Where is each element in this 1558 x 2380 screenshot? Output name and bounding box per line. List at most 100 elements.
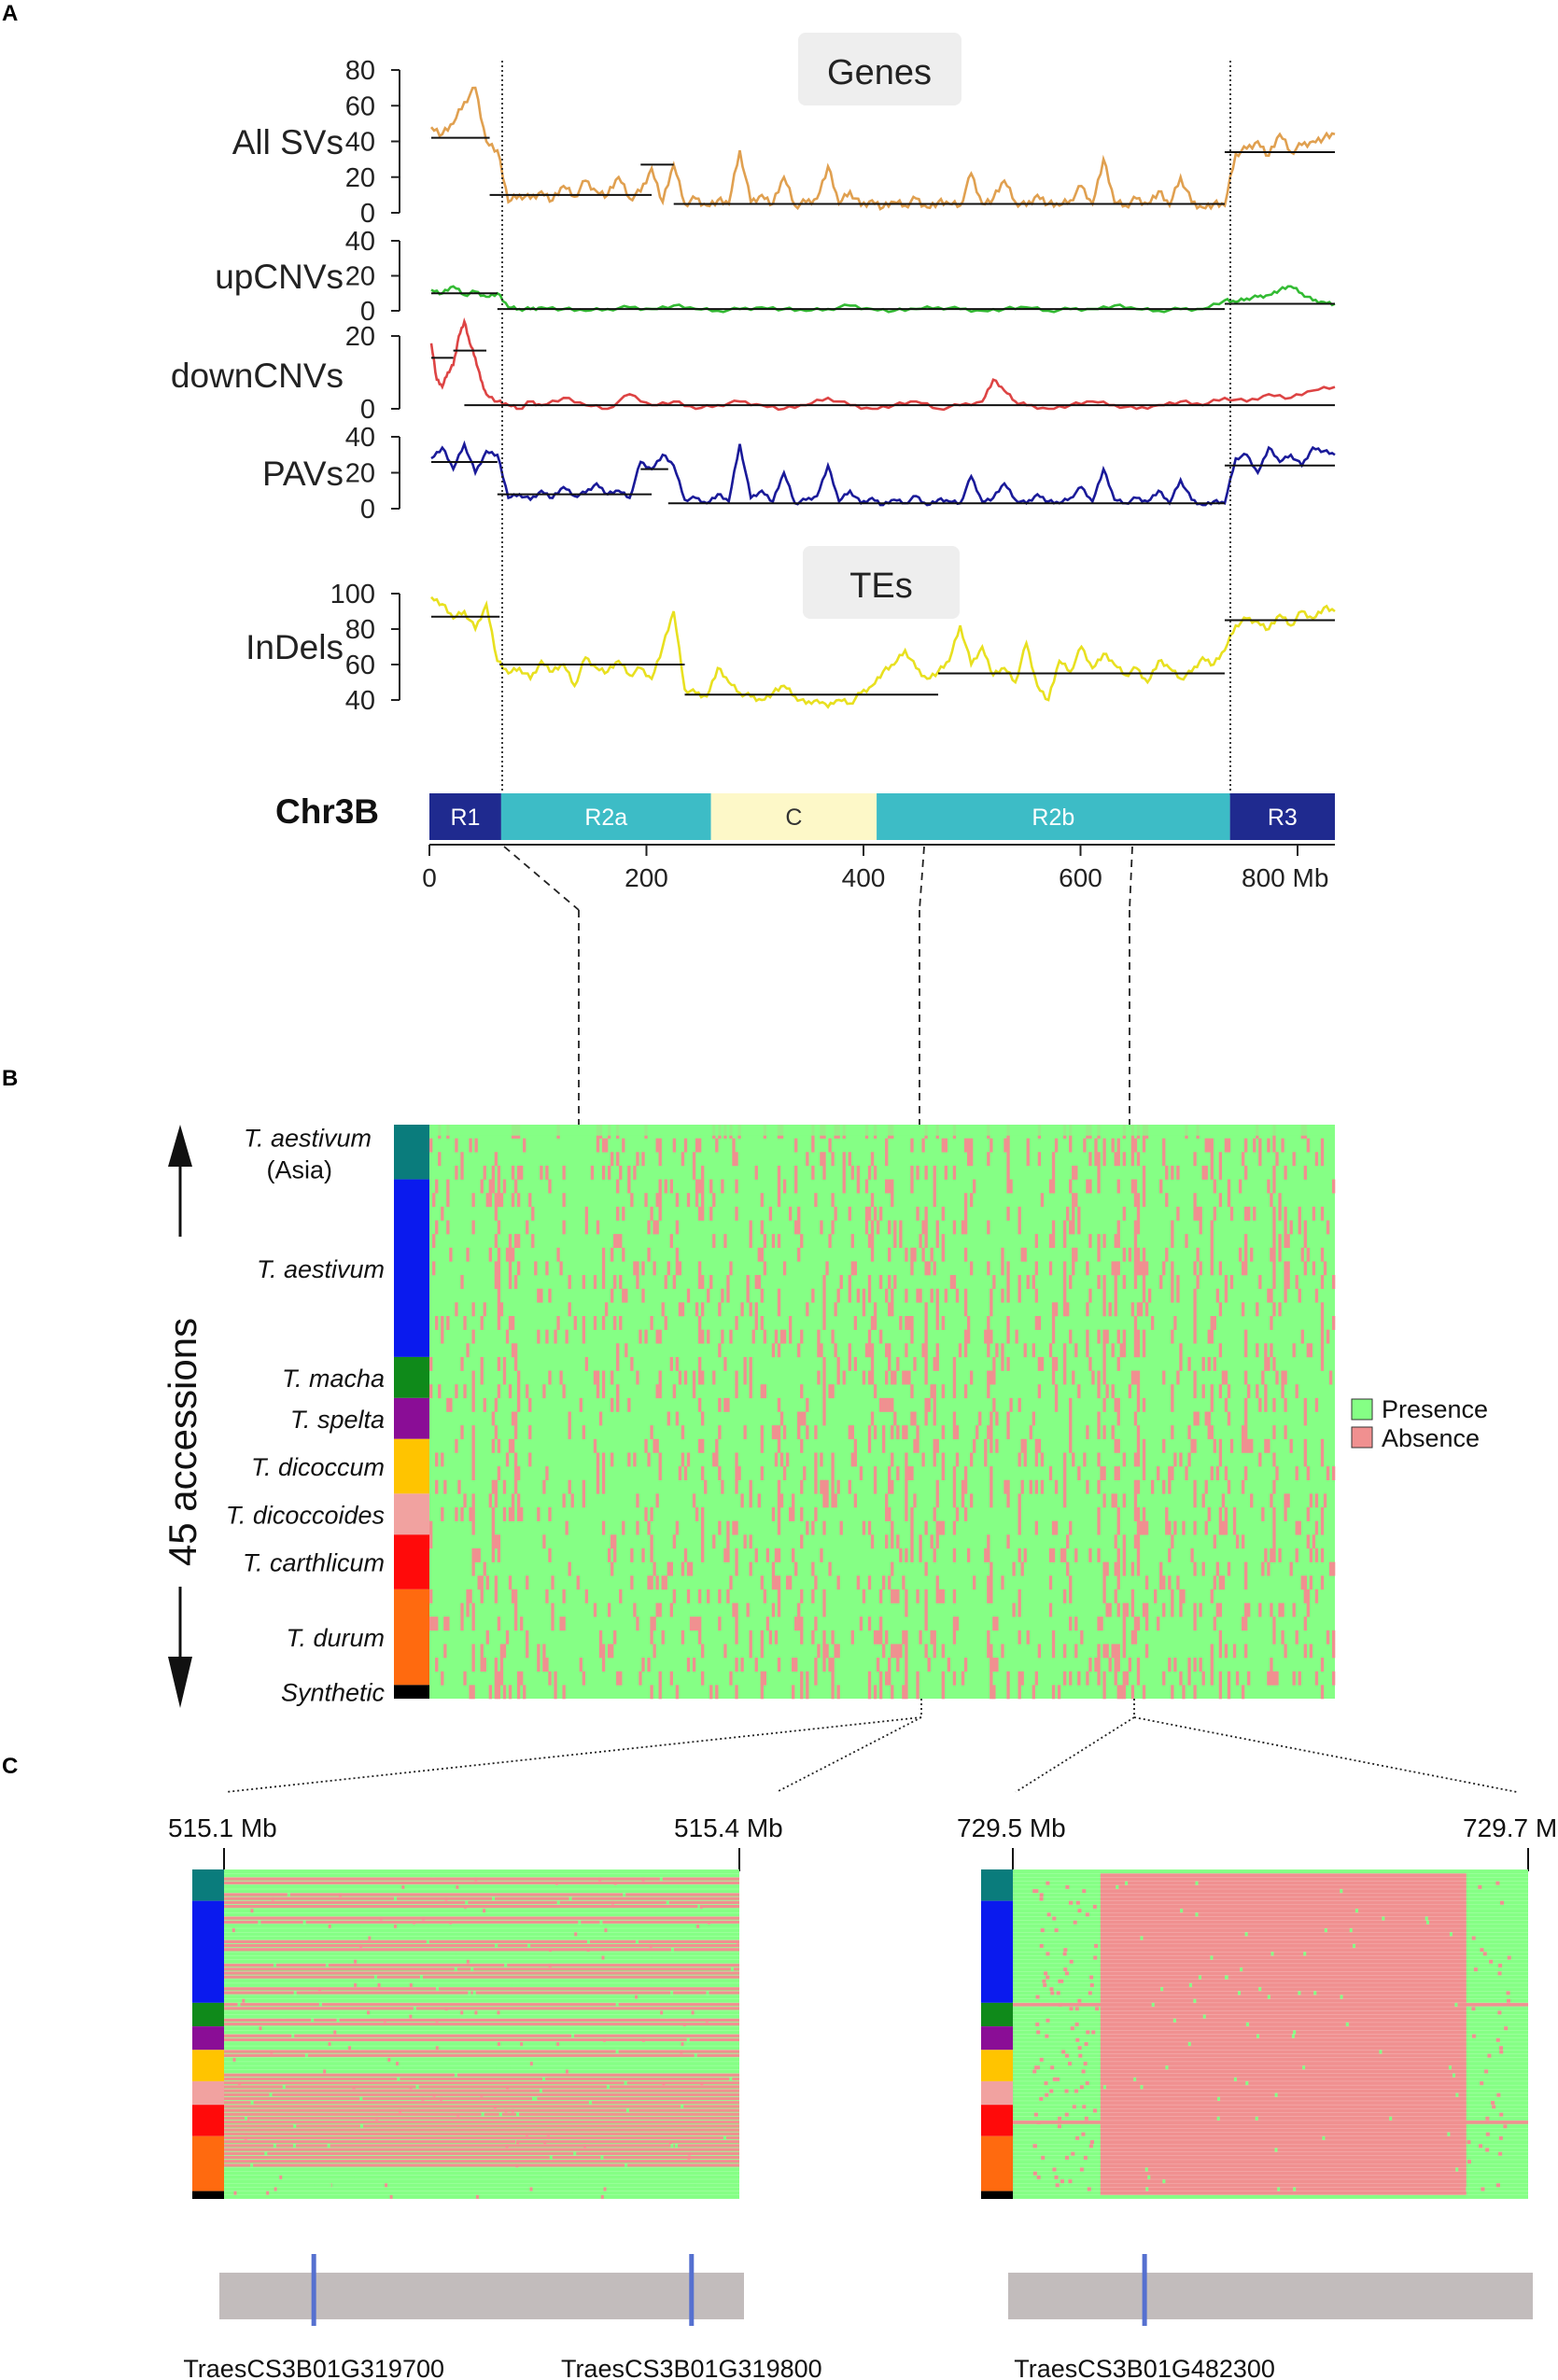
absence-cell xyxy=(1331,1561,1336,1576)
y-tick-label: 20 xyxy=(345,322,375,352)
speckle-cell xyxy=(431,1873,435,1878)
speckle-cell xyxy=(292,2144,296,2149)
absence-cell xyxy=(1162,1671,1166,1686)
absence-cell xyxy=(822,1152,826,1167)
absence-cell xyxy=(491,1520,496,1535)
absence-cell xyxy=(987,1343,990,1358)
absence-cell xyxy=(924,1261,928,1276)
absence-cell xyxy=(1272,1520,1276,1535)
absence-cell xyxy=(1210,1261,1214,1276)
absence-cell xyxy=(1284,1261,1287,1276)
speckle-cell xyxy=(447,2014,451,2019)
absence-cell xyxy=(483,1165,486,1180)
absence-cell xyxy=(511,1438,515,1453)
absence-cell xyxy=(888,1575,891,1590)
absence-cell xyxy=(455,1438,458,1453)
absence-cell xyxy=(551,1603,554,1617)
absence-cell xyxy=(1049,1987,1054,1992)
speckle-cell xyxy=(499,1924,503,1929)
absence-cell xyxy=(831,1452,835,1467)
absence-cell xyxy=(913,1438,917,1453)
absence-cell xyxy=(1069,1397,1073,1412)
absence-cell xyxy=(1034,1438,1039,1453)
absence-cell xyxy=(630,1193,634,1208)
absence-cell xyxy=(1032,1411,1035,1426)
absence-cell xyxy=(607,1603,611,1617)
absence-row xyxy=(224,1900,739,1904)
absence-cell xyxy=(743,1534,747,1549)
speckle-cell xyxy=(325,2167,329,2172)
absence-cell xyxy=(692,1384,696,1399)
absence-cell xyxy=(1284,1507,1287,1521)
absence-cell xyxy=(619,1589,623,1603)
absence-cell xyxy=(995,1438,999,1453)
speckle-cell xyxy=(1216,2116,1220,2121)
absence-cell xyxy=(905,1370,908,1385)
absence-cell xyxy=(1102,1425,1106,1440)
absence-cell xyxy=(485,1193,489,1208)
speckle-cell xyxy=(578,1920,582,1925)
absence-cell xyxy=(891,1534,894,1549)
absence-cell xyxy=(1063,1302,1067,1317)
speckle-cell xyxy=(333,2030,337,2035)
absence-cell xyxy=(899,1644,903,1659)
absence-cell xyxy=(1227,1479,1231,1494)
speckle-cell xyxy=(506,2085,510,2090)
absence-cell xyxy=(1088,1547,1092,1562)
absence-cell xyxy=(502,1644,507,1659)
absence-cell xyxy=(513,1356,518,1371)
speckle-cell xyxy=(599,1920,603,1925)
absence-cell xyxy=(1102,1152,1106,1167)
y-tick-label: 0 xyxy=(360,395,375,425)
absence-cell xyxy=(992,1658,996,1673)
absence-cell xyxy=(870,1220,875,1235)
y-tick-label: 40 xyxy=(345,227,375,257)
absence-cell xyxy=(1018,1507,1021,1521)
absence-cell xyxy=(820,1452,823,1467)
absence-cell xyxy=(435,1658,439,1673)
absence-cell xyxy=(1471,1936,1476,1940)
absence-cell xyxy=(754,1547,758,1562)
absence-cell xyxy=(1492,2105,1496,2109)
absence-cell xyxy=(1272,1234,1276,1249)
absence-cell xyxy=(1179,1343,1183,1358)
absence-cell xyxy=(902,1630,905,1645)
absence-cell xyxy=(1176,1275,1180,1290)
absence-row xyxy=(224,1963,739,1967)
absence-cell xyxy=(531,1234,535,1249)
absence-cell xyxy=(963,1329,968,1344)
group-label: T. durum xyxy=(286,1624,385,1652)
absence-cell xyxy=(1015,1329,1018,1344)
absence-cell xyxy=(1331,1275,1336,1290)
absence-cell xyxy=(1066,1206,1070,1221)
absence-cell xyxy=(763,1671,767,1686)
absence-cell xyxy=(1196,1247,1200,1262)
absence-cell xyxy=(990,1370,993,1385)
absence-cell xyxy=(1320,1356,1325,1371)
absence-cell xyxy=(876,1220,880,1235)
absence-cell xyxy=(1281,1603,1284,1617)
absence-cell xyxy=(499,1671,504,1686)
absence-cell xyxy=(822,1288,826,1303)
absence-cell xyxy=(788,1575,793,1590)
absence-cell xyxy=(749,1370,752,1385)
absence-cell xyxy=(987,1644,990,1659)
absence-cell xyxy=(822,1630,826,1645)
absence-cell xyxy=(1168,1466,1172,1481)
absence-cell xyxy=(1040,1479,1045,1494)
absence-cell xyxy=(1193,1302,1197,1317)
absence-cell xyxy=(1136,1329,1141,1344)
absence-cell xyxy=(1029,1425,1032,1440)
absence-cell xyxy=(1281,1384,1284,1399)
absence-cell xyxy=(1093,2108,1098,2113)
absence-cell xyxy=(1244,1644,1248,1659)
absence-cell xyxy=(1258,1275,1262,1290)
absence-cell xyxy=(779,1493,784,1508)
absence-cell xyxy=(1303,1589,1307,1603)
absence-cell xyxy=(760,1425,764,1440)
absence-cell xyxy=(429,1138,433,1153)
absence-cell xyxy=(1122,1206,1126,1221)
absence-cell xyxy=(596,1220,600,1235)
absence-cell xyxy=(471,1493,475,1508)
